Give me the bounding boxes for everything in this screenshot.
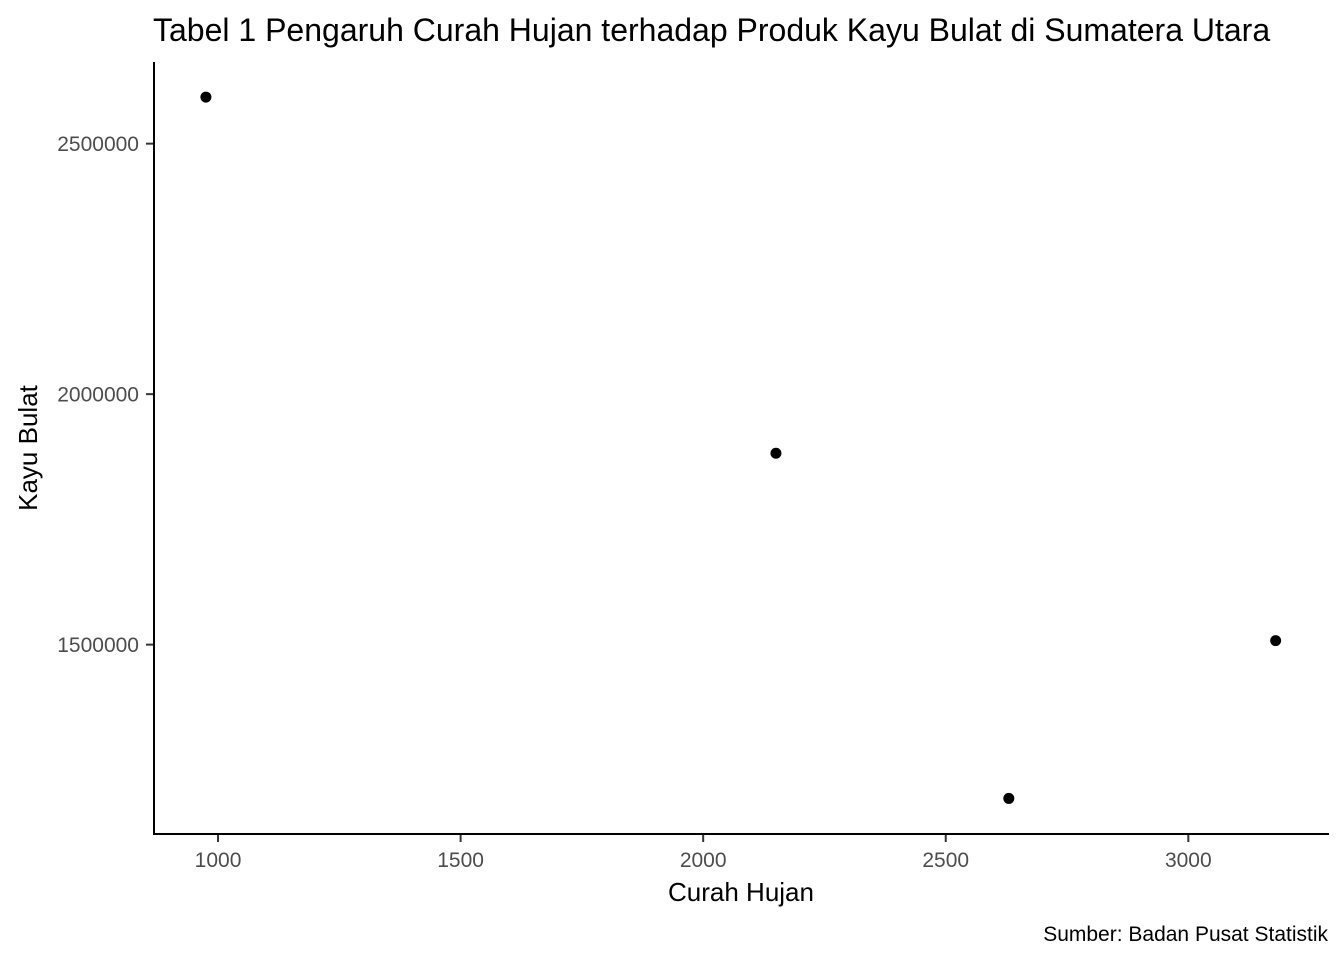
y-axis-title: Kayu Bulat bbox=[13, 384, 43, 511]
scatter-point bbox=[1003, 792, 1015, 804]
x-tick-label: 1000 bbox=[195, 849, 242, 872]
x-tick-label: 3000 bbox=[1165, 849, 1212, 872]
x-tick-label: 2000 bbox=[680, 849, 727, 872]
y-tick-label: 2000000 bbox=[57, 384, 139, 407]
x-tick-label: 1500 bbox=[437, 849, 484, 872]
y-tick-label: 2500000 bbox=[57, 133, 139, 156]
scatter-point bbox=[200, 91, 212, 103]
x-axis-title: Curah Hujan bbox=[668, 877, 814, 907]
chart-title: Tabel 1 Pengaruh Curah Hujan terhadap Pr… bbox=[153, 12, 1270, 48]
scatter-point bbox=[770, 447, 782, 459]
x-tick-label: 2500 bbox=[922, 849, 969, 872]
y-tick-label: 1500000 bbox=[57, 634, 139, 657]
y-axis-ticks: 1500000 2000000 2500000 bbox=[57, 133, 153, 657]
chart-caption: Sumber: Badan Pusat Statistik bbox=[1043, 923, 1328, 946]
scatter-point bbox=[1270, 635, 1282, 647]
x-axis-ticks: 1000 1500 2000 2500 3000 bbox=[195, 835, 1212, 872]
plot-area bbox=[200, 91, 1282, 804]
